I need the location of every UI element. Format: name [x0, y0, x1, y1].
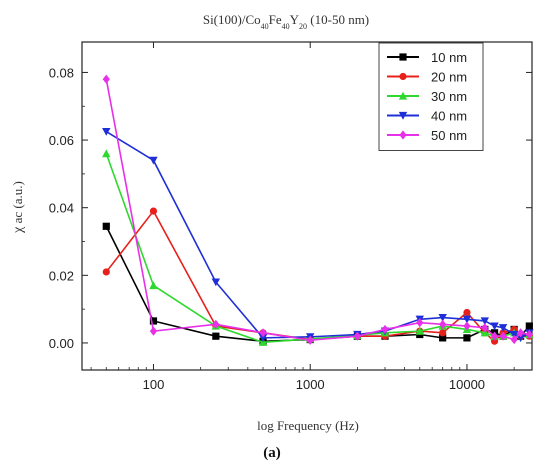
legend-label: 20 nm	[431, 70, 467, 85]
data-point	[258, 334, 268, 343]
data-point	[480, 328, 490, 337]
series-line-2	[105, 153, 530, 344]
data-point	[212, 332, 220, 340]
data-point	[212, 319, 220, 329]
legend-label: 10 nm	[431, 50, 467, 65]
series-line-0	[105, 225, 530, 343]
data-point	[415, 326, 424, 335]
x-tick-label: 100	[143, 377, 165, 392]
data-point	[463, 308, 471, 317]
data-point	[381, 324, 389, 335]
data-point	[102, 74, 110, 84]
data-point	[149, 156, 158, 165]
chart-title: Si(100)/Co40Fe40Y20 (10-50 nm)	[203, 12, 369, 31]
legend-label: 40 nm	[431, 109, 467, 124]
y-tick-label: 0.02	[49, 268, 74, 283]
data-point	[509, 330, 519, 339]
data-point	[490, 322, 499, 331]
data-point	[481, 323, 489, 333]
data-point	[498, 324, 508, 332]
data-point	[438, 313, 447, 322]
data-point	[516, 334, 525, 343]
data-point	[149, 326, 158, 336]
legend-label: 30 nm	[431, 89, 467, 104]
data-point	[462, 315, 472, 324]
data-point	[259, 328, 267, 338]
data-point	[102, 149, 111, 158]
data-point	[102, 222, 110, 230]
data-point	[439, 319, 447, 329]
series-line-1	[105, 209, 530, 343]
panel-label: (a)	[263, 445, 281, 461]
legend-marker	[399, 72, 407, 81]
y-tick-label: 0.06	[49, 133, 74, 148]
data-point	[102, 128, 111, 136]
y-tick-label: 0.08	[49, 65, 74, 80]
data-point	[463, 321, 471, 331]
plot-frame	[81, 41, 533, 371]
y-tick-label: 0.00	[49, 336, 74, 351]
data-point	[416, 318, 424, 328]
legend-marker	[399, 53, 407, 61]
data-point	[480, 317, 490, 326]
y-axis-label: χ ac (a.u.)	[10, 181, 26, 234]
data-point	[463, 334, 471, 342]
x-tick-label: 1000	[296, 377, 325, 392]
data-point	[149, 317, 158, 325]
data-point	[499, 331, 507, 341]
data-point	[517, 328, 525, 338]
y-tick-label: 0.04	[49, 201, 74, 216]
legend-marker	[399, 130, 407, 140]
data-point	[525, 322, 533, 330]
data-point	[149, 281, 158, 290]
data-point	[490, 331, 499, 341]
legend-marker	[398, 111, 408, 120]
data-point	[510, 334, 518, 345]
data-point	[439, 329, 447, 337]
data-point	[439, 334, 447, 342]
series-line-3	[105, 130, 530, 339]
legend-label: 50 nm	[431, 128, 467, 143]
data-point	[211, 278, 221, 287]
legend-marker	[398, 91, 408, 100]
series-line-4	[105, 79, 530, 342]
x-axis-label: log Frequency (Hz)	[257, 418, 359, 433]
data-point	[306, 335, 314, 345]
x-tick-label: 10000	[449, 377, 485, 392]
data-point	[149, 207, 158, 215]
data-point	[525, 329, 533, 340]
data-point	[353, 331, 361, 341]
data-point	[102, 268, 110, 276]
